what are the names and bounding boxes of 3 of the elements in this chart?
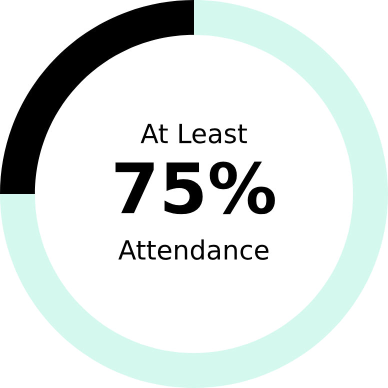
text: Attendance (118, 239, 268, 260)
text: At Least (140, 124, 247, 144)
text: 75% (116, 162, 275, 214)
